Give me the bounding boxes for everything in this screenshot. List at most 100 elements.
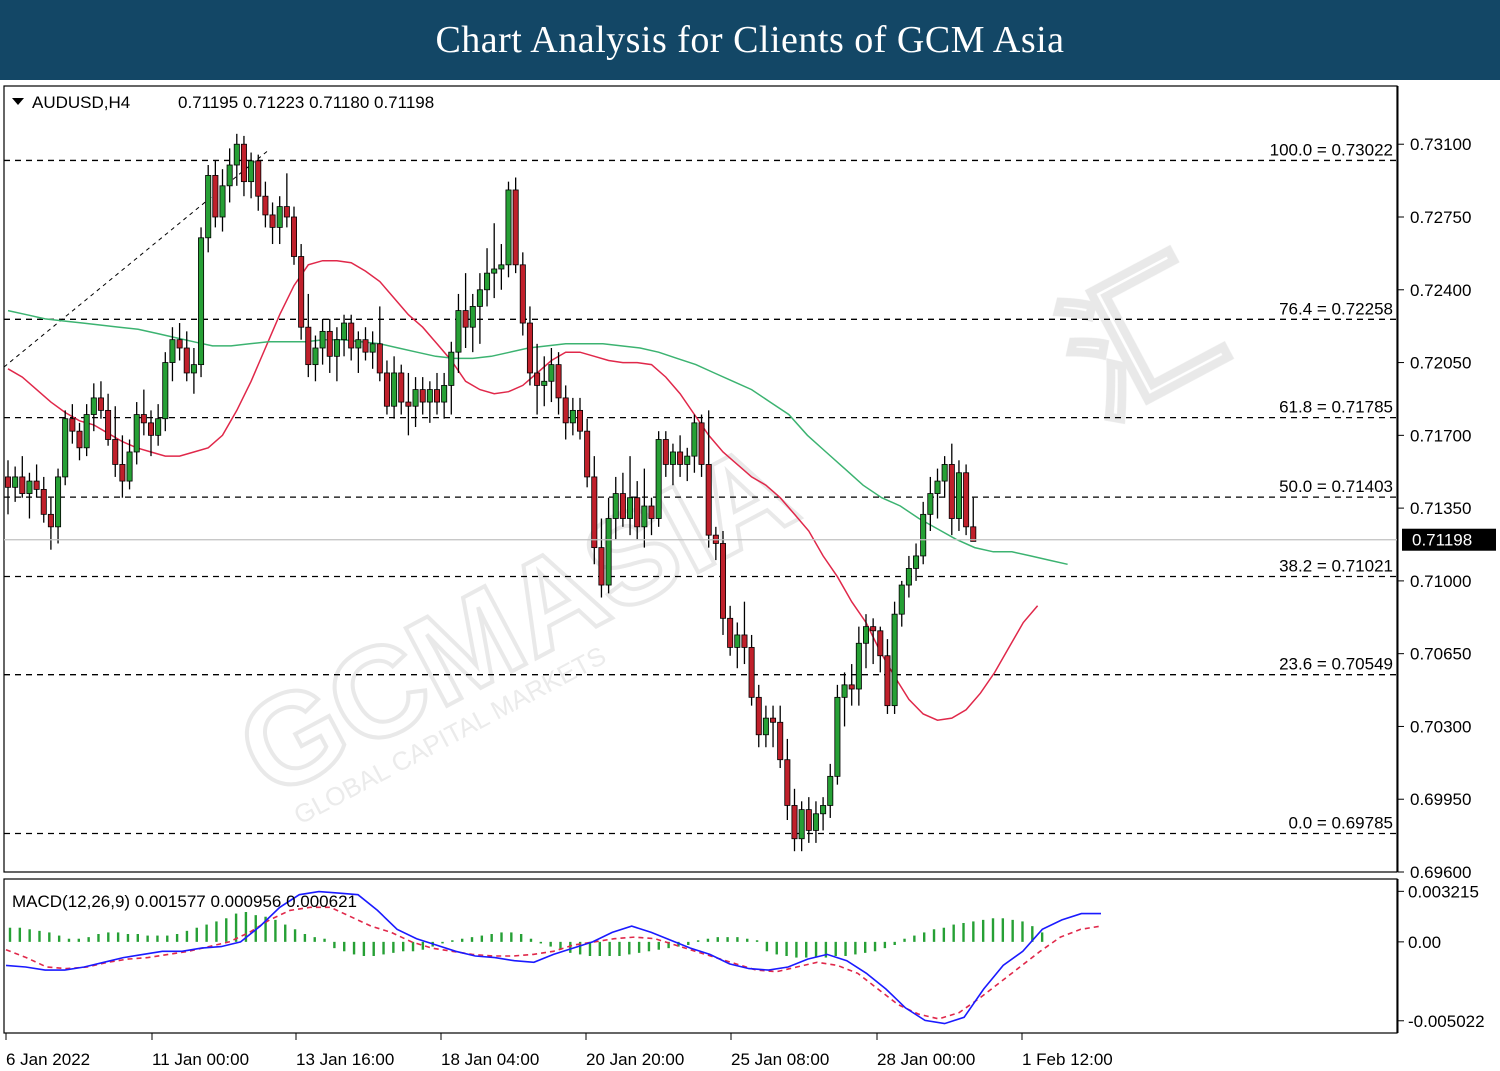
macd-line: [5, 890, 1101, 1025]
price-tick-label: 0.71000: [1410, 572, 1471, 591]
dropdown-triangle-icon[interactable]: [12, 98, 24, 105]
price-tick-label: 0.69600: [1410, 863, 1471, 882]
candle-bear: [705, 464, 712, 536]
macd-signal-line: [5, 906, 1102, 1020]
candle-bull: [691, 422, 698, 457]
candle-bear: [791, 805, 798, 840]
candle-bear: [76, 430, 83, 449]
candle-bull: [812, 813, 819, 831]
candle-bull: [90, 397, 97, 415]
price-tick-label: 0.70650: [1410, 645, 1471, 664]
candle-bull: [898, 584, 905, 615]
current-price-tag: [1402, 528, 1496, 551]
candle-bear: [877, 630, 884, 657]
candle-bull: [820, 805, 827, 815]
candle-bull: [891, 613, 898, 707]
candle-bear: [755, 696, 762, 736]
candle-bull: [469, 306, 476, 328]
macd-pane: [3, 878, 1398, 1034]
candle-bear: [362, 339, 369, 353]
candle-bear: [577, 409, 584, 432]
candle-bear: [240, 143, 247, 183]
candle-bear: [870, 626, 877, 632]
candle-bear: [619, 493, 626, 519]
candle-bull: [341, 322, 348, 341]
candle-bear: [305, 326, 312, 366]
candle-bear: [33, 480, 40, 490]
candle-bull: [455, 310, 462, 353]
candle-bear: [433, 389, 440, 403]
candle-bear: [963, 472, 970, 528]
price-tick-label: 0.69950: [1410, 790, 1471, 809]
candle-bull: [934, 480, 941, 494]
macd-indicator: [5, 890, 1102, 1025]
candle-bear: [720, 543, 727, 619]
ma-slow-line: [7, 309, 1068, 566]
candle-bull: [276, 206, 283, 228]
price-axis: 0.73100 0.72750 0.72400 0.72050 0.71700 0.713…: [1398, 135, 1471, 882]
watermark-chinese: 汇: [1036, 229, 1247, 448]
candle-bear: [884, 655, 891, 707]
candle-bull: [169, 339, 176, 363]
header-banner: Chart Analysis for Clients of GCM Asia: [0, 0, 1500, 80]
candle-bear: [119, 464, 126, 482]
candle-bull: [834, 696, 841, 777]
candle-bear: [283, 206, 290, 218]
candle-bear: [376, 343, 383, 374]
candle-bull: [734, 634, 741, 648]
candle-bear: [419, 389, 426, 403]
current-price-label: 0.71198: [1412, 531, 1472, 550]
candle-bull: [684, 455, 691, 465]
candle-bull: [541, 380, 548, 386]
candle-bear: [562, 397, 569, 424]
candle-bull: [762, 717, 769, 736]
candle-bear: [805, 809, 812, 831]
candle-bull: [155, 418, 162, 436]
candle-bull: [333, 339, 340, 357]
candle-bull: [863, 626, 870, 644]
candle-bear: [784, 759, 791, 806]
time-tick-label: 28 Jan 00:00: [877, 1050, 975, 1069]
candle-bull: [369, 343, 376, 353]
candle-bear: [634, 497, 641, 528]
candle-bull: [55, 476, 62, 528]
candle-bear: [183, 347, 190, 374]
candle-bull: [226, 164, 233, 187]
fib-trend-line: [3, 148, 271, 368]
candle-bull: [941, 464, 948, 482]
price-tick-label: 0.71350: [1410, 499, 1471, 518]
candle-bull: [505, 189, 512, 266]
candle-bull: [641, 505, 648, 528]
candle-bull: [476, 289, 483, 307]
candle-bear: [462, 310, 469, 328]
candle-bear: [405, 401, 412, 407]
candle-bear: [105, 409, 112, 440]
candle-bull: [927, 493, 934, 515]
fib-label: 50.0 = 0.71403: [1279, 477, 1393, 496]
macd-tick-label: 0.00: [1408, 933, 1441, 952]
time-tick-label: 11 Jan 00:00: [152, 1050, 249, 1069]
candle-bull: [355, 339, 362, 349]
candle-bear: [290, 216, 297, 257]
macd-tick-label: 0.003215: [1408, 882, 1479, 901]
candle-bull: [448, 351, 455, 386]
candle-bull: [190, 364, 197, 374]
candle-bull: [26, 480, 33, 494]
time-tick-label: 13 Jan 16:00: [296, 1050, 394, 1069]
time-tick-label: 25 Jan 08:00: [731, 1050, 829, 1069]
macd-axis: 0.003215 0.00 -0.005022: [1398, 882, 1485, 1031]
candle-bear: [748, 647, 755, 698]
candle-bear: [970, 526, 977, 542]
candle-bull: [83, 414, 90, 449]
candle-bull: [391, 372, 398, 407]
candle-bear: [5, 476, 11, 488]
candle-bear: [848, 684, 855, 690]
candle-bull: [669, 451, 676, 465]
candle-bear: [677, 451, 684, 465]
time-tick-label: 18 Jan 04:00: [441, 1050, 539, 1069]
candle-bear: [591, 476, 598, 549]
price-tick-label: 0.70300: [1410, 717, 1471, 736]
price-tick-label: 0.72400: [1410, 281, 1471, 300]
price-tick-label: 0.73100: [1410, 135, 1471, 154]
candle-bull: [205, 175, 212, 239]
